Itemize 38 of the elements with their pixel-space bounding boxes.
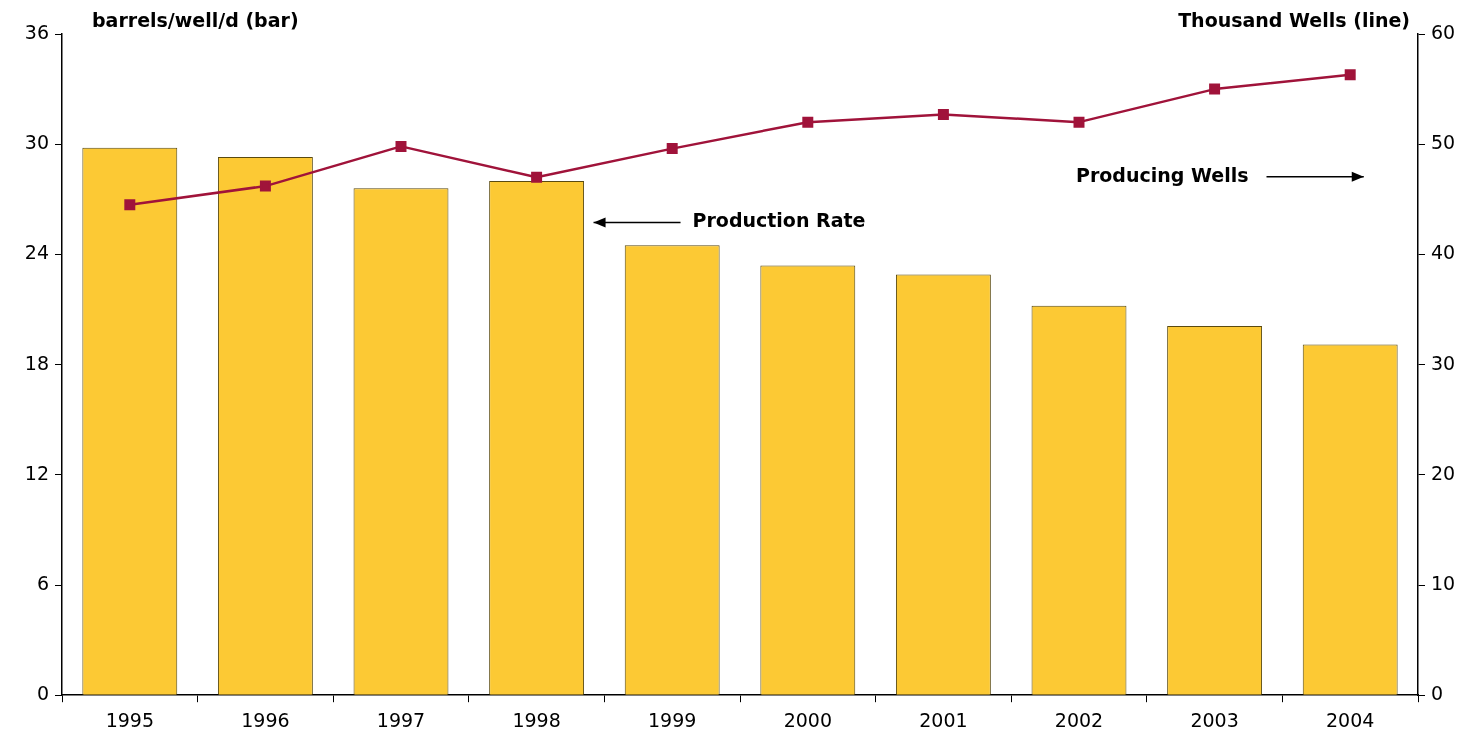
y2-tick-label: 60 bbox=[1431, 20, 1456, 43]
y-axis-title: barrels/well/d (bar) bbox=[92, 8, 299, 31]
y-tick-label: 36 bbox=[24, 20, 49, 43]
y-tick-label: 30 bbox=[24, 131, 49, 154]
y2-tick-label: 50 bbox=[1431, 131, 1456, 154]
series-label: Producing Wells bbox=[1076, 163, 1249, 186]
x-tick-label: 2004 bbox=[1326, 708, 1375, 731]
x-tick-label: 1999 bbox=[648, 708, 697, 731]
x-tick-label: 2001 bbox=[919, 708, 968, 731]
point bbox=[1073, 116, 1085, 128]
point bbox=[1209, 83, 1221, 95]
x-tick-label: 1998 bbox=[512, 708, 561, 731]
y-tick-label: 0 bbox=[36, 682, 49, 705]
point bbox=[1344, 69, 1356, 81]
point bbox=[395, 140, 407, 152]
x-tick-label: 2003 bbox=[1190, 708, 1239, 731]
y2-tick-label: 0 bbox=[1431, 682, 1444, 705]
y2-tick-label: 30 bbox=[1431, 351, 1456, 374]
y-tick-label: 6 bbox=[36, 571, 49, 594]
point bbox=[259, 180, 271, 192]
y2-tick-label: 10 bbox=[1431, 571, 1456, 594]
x-tick-label: 2002 bbox=[1054, 708, 1104, 731]
point bbox=[937, 108, 949, 120]
x-tick-label: 1997 bbox=[376, 708, 426, 731]
x-tick-label: 1996 bbox=[241, 708, 290, 731]
y2-tick-label: 20 bbox=[1431, 461, 1456, 484]
point bbox=[124, 199, 136, 211]
x-tick-label: 2000 bbox=[783, 708, 832, 731]
y-tick-label: 18 bbox=[24, 351, 49, 374]
x-tick-label: 1995 bbox=[105, 708, 154, 731]
point bbox=[802, 116, 814, 128]
y2-tick-label: 40 bbox=[1431, 241, 1456, 264]
point bbox=[666, 143, 678, 155]
series-label: Production Rate bbox=[692, 209, 866, 232]
y-tick-label: 24 bbox=[24, 241, 49, 264]
point bbox=[531, 171, 543, 183]
y-tick-label: 12 bbox=[24, 461, 49, 484]
y2-axis-title: Thousand Wells (line) bbox=[1178, 8, 1410, 31]
